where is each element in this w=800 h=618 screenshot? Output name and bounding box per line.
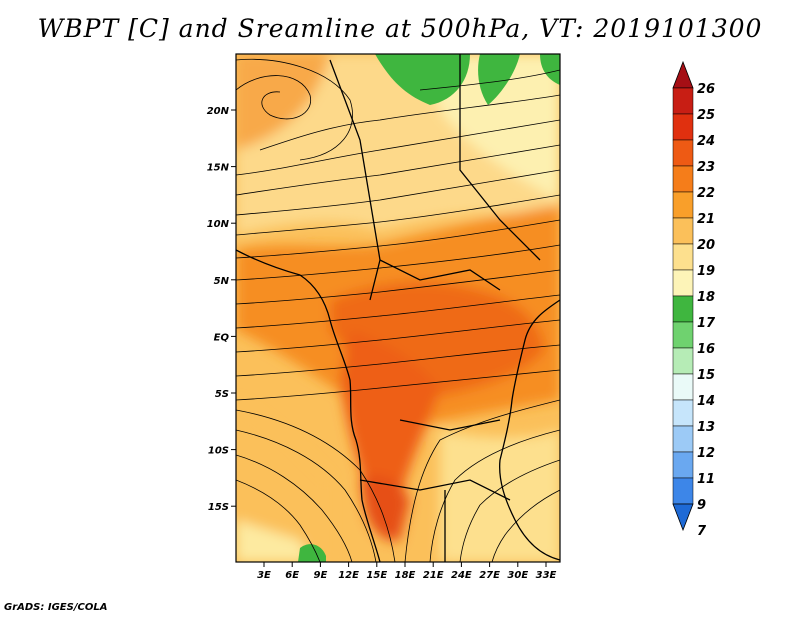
- colorbar-swatch: [672, 113, 694, 141]
- lon-tick-label: 27E: [479, 570, 500, 581]
- coastlines-borders: [236, 54, 560, 562]
- longitude-axis: 3E 6E 9E 12E 15E 18E 21E 24E 27E 30E 33E: [257, 562, 557, 581]
- colorbar-swatch: [672, 477, 694, 505]
- lat-tick-label: EQ: [214, 332, 230, 343]
- colorbar-min-arrow: [672, 503, 694, 532]
- map-frame: [235, 53, 561, 563]
- lon-tick-label: 12E: [338, 570, 359, 581]
- colorbar-label: 12: [697, 446, 715, 461]
- lon-tick-label: 9E: [314, 570, 328, 581]
- colorbar-swatch: [672, 243, 694, 271]
- lon-tick-label: 24E: [451, 570, 472, 581]
- lat-tick-label: 20N: [207, 106, 230, 117]
- colorbar-swatch: [672, 87, 694, 115]
- colorbar-label: 7: [697, 524, 707, 539]
- lat-tick-label: 15S: [208, 502, 229, 513]
- lon-tick-label: 6E: [285, 570, 299, 581]
- colorbar-swatch: [672, 347, 694, 375]
- colorbar-swatch: [672, 217, 694, 245]
- colorbar-swatch: [672, 295, 694, 323]
- colorbar-label: 13: [697, 420, 715, 435]
- colorbar-label: 22: [697, 186, 715, 201]
- lat-tick-label: 10N: [207, 219, 230, 230]
- colorbar-label: 26: [697, 82, 715, 97]
- lon-tick-label: 3E: [257, 570, 271, 581]
- credit-text: GrADS: IGES/COLA: [4, 602, 108, 613]
- colorbar-label: 16: [697, 342, 715, 357]
- lat-tick-label: 5N: [214, 276, 230, 287]
- colorbar-swatch: [672, 451, 694, 479]
- colorbar-label: 11: [697, 472, 715, 487]
- colorbar-label: 24: [697, 134, 715, 149]
- colorbar-swatch: [672, 165, 694, 193]
- colorbar-label: 17: [697, 316, 716, 331]
- colorbar-label: 19: [697, 264, 715, 279]
- colorbar-label: 18: [697, 290, 715, 305]
- chart-title: WBPT [C] and Sreamline at 500hPa, VT: 20…: [37, 14, 763, 43]
- colorbar-label: 23: [697, 160, 715, 175]
- temperature-field: [236, 54, 560, 562]
- colorbar-max-arrow: [672, 60, 694, 89]
- latitude-axis: 20N 15N 10N 5N EQ 5S 10S 15S: [207, 106, 236, 513]
- lon-tick-label: 15E: [366, 570, 387, 581]
- lat-tick-label: 15N: [207, 163, 230, 174]
- colorbar-swatch: [672, 269, 694, 297]
- colorbar-swatch: [672, 373, 694, 401]
- lon-tick-label: 18E: [395, 570, 416, 581]
- colorbar-swatch: [672, 191, 694, 219]
- colorbar-swatch: [672, 139, 694, 167]
- lon-tick-label: 33E: [536, 570, 557, 581]
- colorbar-label: 21: [697, 212, 715, 227]
- colorbar-label: 14: [697, 394, 715, 409]
- lat-tick-label: 5S: [215, 389, 229, 400]
- colorbar: 26 25 24 23 22 21 20 19 18 17 16 15 14 13 12 11 9 7: [672, 60, 716, 539]
- colorbar-swatch: [672, 425, 694, 453]
- colorbar-label: 25: [697, 108, 715, 123]
- lon-tick-label: 30E: [507, 570, 528, 581]
- streamlines: [236, 58, 560, 562]
- colorbar-label: 15: [697, 368, 715, 383]
- colorbar-swatch: [672, 399, 694, 427]
- lon-tick-label: 21E: [423, 570, 444, 581]
- colorbar-label: 9: [697, 498, 706, 513]
- lat-tick-label: 10S: [208, 446, 229, 457]
- colorbar-swatch: [672, 321, 694, 349]
- colorbar-label: 20: [697, 238, 715, 253]
